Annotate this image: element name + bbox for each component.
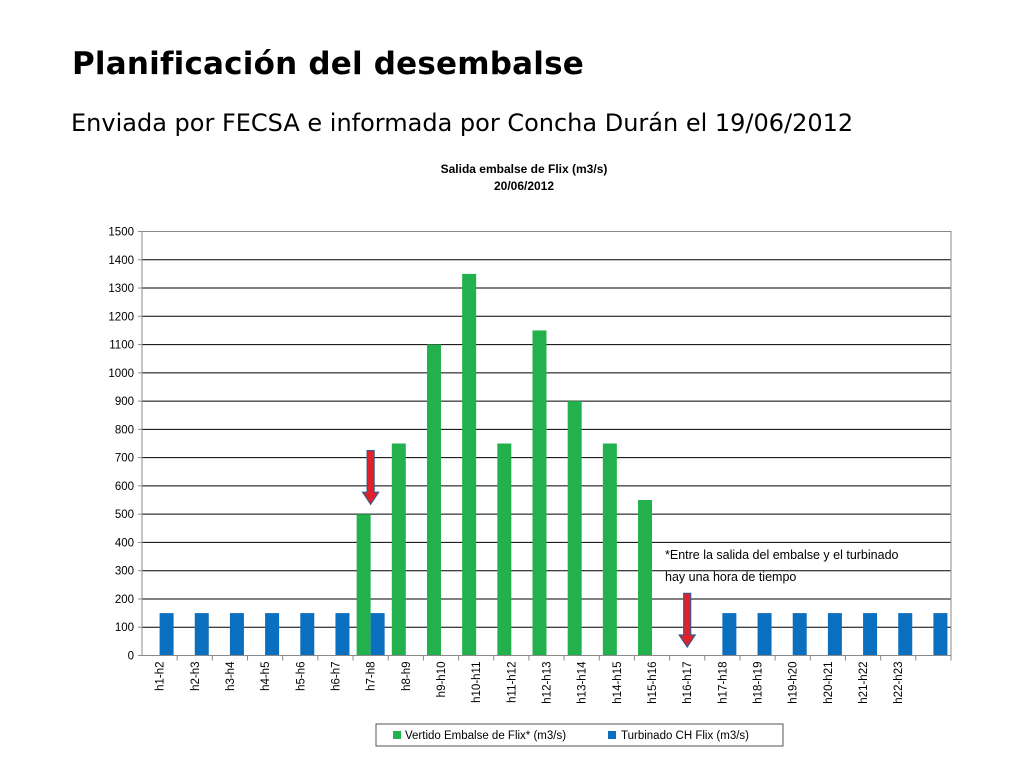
- y-tick-label: 1400: [108, 255, 134, 267]
- legend-label-vertido: Vertido Embalse de Flix* (m3/s): [405, 730, 566, 742]
- annotation-line-2: hay una hora de tiempo: [665, 570, 796, 584]
- bar-turbinado: [898, 613, 913, 656]
- bar-turbinado: [335, 613, 350, 656]
- y-tick-label: 1000: [108, 368, 134, 380]
- bar-vertido: [602, 443, 617, 656]
- plot-frame: [141, 231, 952, 656]
- slide-subtitle: Enviada por FECSA e informada por Concha…: [71, 109, 854, 137]
- legend-swatch-turbinado: [608, 731, 616, 739]
- y-tick-label: 1300: [108, 283, 134, 295]
- x-tick-label: h17-h18: [717, 662, 729, 704]
- bar-turbinado: [722, 613, 737, 656]
- legend-label-turbinado: Turbinado CH Flix (m3/s): [621, 730, 749, 742]
- down-arrow-icon: [678, 592, 697, 649]
- bar-turbinado: [757, 613, 772, 656]
- bar-vertido: [391, 443, 406, 656]
- x-tick-label: h18-h19: [753, 662, 765, 704]
- legend-box: [375, 723, 784, 747]
- bar-turbinado: [229, 613, 244, 656]
- bar-vertido: [567, 401, 582, 656]
- y-tick-label: 600: [115, 481, 134, 493]
- annotation-line-1: *Entre la salida del embalse y el turbin…: [665, 548, 899, 562]
- y-tick-label: 1500: [108, 227, 134, 239]
- bar-vertido: [532, 330, 547, 656]
- x-tick-label: h2-h3: [190, 662, 202, 691]
- legend: Vertido Embalse de Flix* (m3/s) Turbinad…: [375, 723, 784, 747]
- bar-turbinado: [933, 613, 948, 656]
- x-tick-label: h1-h2: [155, 662, 167, 691]
- x-tick-label: h5-h6: [295, 662, 307, 691]
- annotation: *Entre la salida del embalse y el turbin…: [665, 548, 899, 584]
- bar-turbinado: [827, 613, 842, 656]
- bar-vertido: [462, 273, 477, 656]
- down-arrow-icon: [361, 449, 380, 506]
- y-tick-label: 300: [115, 566, 134, 578]
- x-tick-label: h4-h5: [260, 662, 272, 691]
- y-tick-label: 800: [115, 424, 134, 436]
- bar-turbinado: [792, 613, 807, 656]
- bar-vertido: [638, 500, 653, 656]
- x-tick-label: h10-h11: [471, 662, 483, 703]
- bar-vertido: [426, 344, 441, 656]
- x-tick-label: h3-h4: [225, 661, 237, 691]
- y-tick-label: 1100: [109, 340, 134, 352]
- x-tick-label: h15-h16: [647, 662, 659, 704]
- bar-turbinado: [194, 613, 209, 656]
- y-tick-label: 0: [128, 651, 134, 663]
- x-tick-label: h13-h14: [577, 661, 589, 704]
- x-tick-label: h19-h20: [788, 662, 800, 704]
- x-tick-label: h6-h7: [330, 662, 342, 691]
- y-tick-label: 1200: [108, 311, 134, 323]
- bar-turbinado: [265, 613, 280, 656]
- x-axis-ticks: h1-h2 h2-h3 h3-h4 h4-h5 h5-h6 h6-h7 h7-h8 h8-h9…: [155, 655, 952, 704]
- bar-turbinado: [300, 613, 315, 656]
- arrows: [361, 449, 697, 649]
- bar-turbinado: [159, 613, 174, 656]
- legend-swatch-vertido: [393, 731, 401, 739]
- y-tick-label: 200: [115, 594, 134, 606]
- x-tick-label: h16-h17: [682, 662, 694, 704]
- bar-vertido: [497, 443, 512, 656]
- x-tick-label: h11-h12: [506, 662, 518, 703]
- x-tick-label: h20-h21: [823, 662, 835, 704]
- x-tick-label: h22-h23: [893, 662, 905, 704]
- x-tick-label: h8-h9: [401, 662, 413, 691]
- chart-subtitle: 20/06/2012: [494, 179, 554, 193]
- x-tick-label: h12-h13: [542, 662, 554, 704]
- y-tick-label: 700: [115, 453, 134, 465]
- bars: [159, 273, 948, 656]
- bar-vertido: [356, 514, 371, 656]
- y-tick-label: 400: [115, 537, 134, 549]
- x-tick-label: h7-h8: [366, 662, 378, 691]
- bar-turbinado: [863, 613, 878, 656]
- y-axis-ticks: 0 100 200 300 400 500 600 700 800 900 1000 1100 1200…: [108, 227, 142, 663]
- x-tick-label: h9-h10: [436, 662, 448, 698]
- chart-title: Salida embalse de Flix (m3/s): [441, 162, 608, 176]
- y-tick-label: 900: [115, 396, 134, 408]
- bar-turbinado: [370, 613, 385, 656]
- y-tick-label: 100: [115, 622, 134, 634]
- y-tick-label: 500: [115, 509, 134, 521]
- x-tick-label: h14-h15: [612, 662, 624, 704]
- x-tick-label: h21-h22: [858, 662, 870, 704]
- slide-title: Planificación del desembalse: [72, 46, 584, 82]
